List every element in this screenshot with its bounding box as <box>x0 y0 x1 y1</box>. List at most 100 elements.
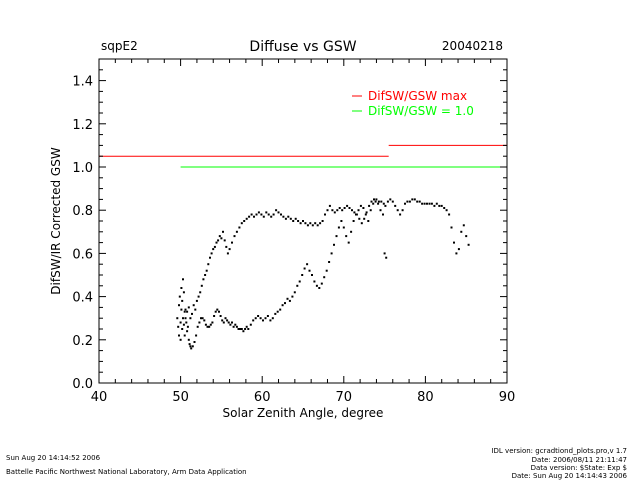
data-point <box>289 217 292 220</box>
data-point <box>180 287 183 289</box>
data-point <box>204 323 207 326</box>
data-point <box>257 211 260 214</box>
data-point <box>374 200 377 203</box>
x-tick-label: 70 <box>336 390 353 405</box>
data-point <box>235 325 238 328</box>
data-point <box>190 347 193 350</box>
data-point <box>287 215 290 218</box>
data-point <box>319 222 322 225</box>
data-point <box>351 209 353 212</box>
data-point <box>303 267 306 270</box>
data-point <box>321 220 324 222</box>
data-point <box>369 209 372 212</box>
date-label: 20040218 <box>442 39 503 53</box>
data-point <box>306 224 309 227</box>
data-point <box>187 338 190 341</box>
data-point <box>328 261 331 263</box>
data-point <box>352 220 355 222</box>
data-point <box>330 252 333 255</box>
data-point <box>375 198 378 201</box>
data-point <box>348 207 351 209</box>
x-tick-label: 50 <box>172 390 189 405</box>
data-point <box>333 243 335 246</box>
data-point <box>438 204 441 207</box>
data-point <box>198 321 201 324</box>
data-point <box>386 200 389 203</box>
data-point <box>426 202 428 205</box>
data-point <box>298 280 301 283</box>
data-point <box>467 243 470 246</box>
footer-data-date: Date: Sun Aug 20 14:14:43 2006 <box>512 472 628 480</box>
data-point <box>391 200 394 203</box>
data-point <box>306 263 309 266</box>
data-point <box>323 276 326 279</box>
data-point <box>380 200 383 203</box>
data-point <box>320 282 323 285</box>
data-point <box>311 274 313 276</box>
data-point <box>184 308 187 311</box>
data-point <box>372 202 375 205</box>
data-point <box>225 245 228 248</box>
data-point <box>328 204 331 207</box>
footer-timestamp: Sun Aug 20 14:14:52 2006 <box>6 454 101 462</box>
data-point <box>284 302 286 305</box>
data-point <box>227 321 230 324</box>
data-point <box>186 325 189 328</box>
data-point <box>213 245 216 248</box>
axis-tick-labels: 40 50 60 70 80 90 0.0 0.2 0.4 0.6 0.8 1.0 1.2 1.4 <box>72 75 515 405</box>
data-point <box>443 207 446 209</box>
data-point <box>335 235 338 238</box>
data-point <box>359 204 362 207</box>
data-point <box>448 213 451 216</box>
reference-lines <box>99 144 507 168</box>
data-point <box>355 213 358 216</box>
data-point <box>181 299 184 302</box>
data-point <box>186 330 189 333</box>
data-point <box>364 213 367 216</box>
data-point <box>358 217 361 220</box>
data-point <box>266 315 269 317</box>
data-point <box>182 323 185 326</box>
footer-data-version: Data version: $State: Exp $ <box>531 464 627 472</box>
data-point <box>382 202 385 205</box>
data-point <box>193 341 196 343</box>
data-point <box>318 287 321 289</box>
data-point <box>383 252 386 255</box>
data-point <box>277 211 280 214</box>
data-point <box>291 295 294 298</box>
data-point <box>178 295 181 298</box>
data-point <box>440 204 443 207</box>
data-point <box>272 213 275 216</box>
axis-ticks <box>98 58 508 384</box>
data-point <box>350 230 353 233</box>
data-point <box>216 308 219 311</box>
data-point <box>379 209 382 212</box>
data-point <box>331 209 334 212</box>
data-point <box>433 204 436 207</box>
data-point <box>203 319 206 322</box>
data-point <box>235 230 238 233</box>
data-point <box>237 328 240 330</box>
data-point <box>214 310 217 313</box>
data-point <box>209 323 212 326</box>
data-point <box>252 319 255 322</box>
data-point <box>338 207 341 209</box>
x-tick-label: 90 <box>499 390 516 405</box>
data-point <box>394 204 397 207</box>
data-point <box>189 317 192 320</box>
data-point <box>360 222 363 225</box>
data-point <box>267 213 270 216</box>
x-tick-label: 60 <box>254 390 271 405</box>
data-point <box>183 310 186 313</box>
data-point <box>385 256 388 259</box>
data-point <box>367 220 370 222</box>
data-point <box>189 345 192 348</box>
y-axis-label: DifSW/IR Corrected GSW <box>49 147 63 295</box>
data-point <box>185 321 188 324</box>
data-point <box>177 325 180 328</box>
data-point <box>196 325 199 328</box>
data-point <box>286 297 289 300</box>
data-point <box>262 319 264 322</box>
data-point <box>333 211 336 214</box>
